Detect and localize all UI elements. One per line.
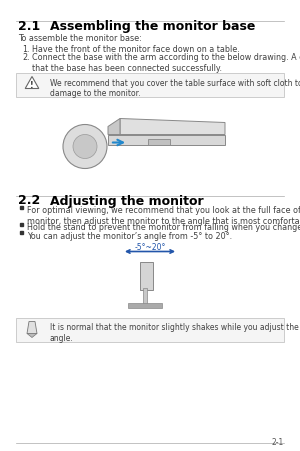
Polygon shape [27,322,37,334]
Text: For optimal viewing, we recommend that you look at the full face of the
monitor,: For optimal viewing, we recommend that y… [27,206,300,226]
Text: !: ! [30,81,34,90]
Text: Adjusting the monitor: Adjusting the monitor [50,194,204,207]
Text: 2-1: 2-1 [272,437,284,446]
Polygon shape [120,119,225,135]
Text: Connect the base with the arm according to the below drawing. A click shows
that: Connect the base with the arm according … [32,53,300,73]
Bar [16,74,284,97]
Polygon shape [108,119,120,135]
Text: Have the front of the monitor face down on a table.: Have the front of the monitor face down … [32,45,240,54]
Bar [20,231,23,235]
Polygon shape [25,77,39,89]
Text: 2.2: 2.2 [18,194,40,207]
Text: It is normal that the monitor slightly shakes while you adjust the the viewing
a: It is normal that the monitor slightly s… [50,323,300,342]
Text: 2.: 2. [22,53,30,62]
Text: We recommend that you cover the table surface with soft cloth to prevent
damage : We recommend that you cover the table su… [50,78,300,98]
Text: -5°~20°: -5°~20° [134,243,166,252]
Bar [148,139,170,145]
Polygon shape [27,334,37,338]
Text: To assemble the monitor base:: To assemble the monitor base: [18,34,142,43]
Bar [16,318,284,342]
Text: 1.: 1. [22,45,29,54]
Bar [143,288,147,304]
Text: Hold the stand to prevent the monitor from falling when you change its angle.: Hold the stand to prevent the monitor fr… [27,223,300,232]
Bar [20,223,23,226]
Circle shape [63,125,107,169]
Bar [128,303,162,308]
Polygon shape [140,262,153,290]
Text: Assembling the monitor base: Assembling the monitor base [50,20,255,33]
Bar [20,206,23,209]
Polygon shape [108,135,225,145]
Text: 2.1: 2.1 [18,20,40,33]
Circle shape [73,135,97,159]
Text: You can adjust the monitor’s angle from -5° to 20°.: You can adjust the monitor’s angle from … [27,231,232,240]
